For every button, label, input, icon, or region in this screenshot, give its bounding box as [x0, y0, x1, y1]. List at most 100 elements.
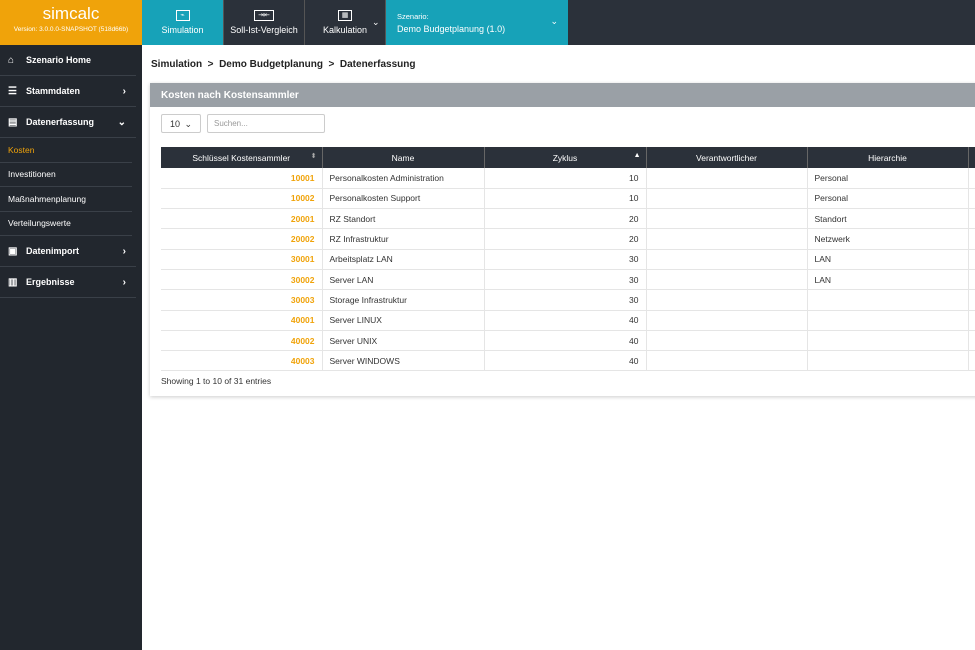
table-row[interactable]: 40001 Server LINUX 40: [161, 310, 975, 331]
cell-name: Server UNIX: [322, 330, 485, 352]
cell-verantwortlicher: [646, 188, 808, 210]
search-input[interactable]: Suchen...: [207, 114, 325, 133]
sidebar-item-label: Ergebnisse: [26, 277, 75, 287]
cell-verantwortlicher: [646, 350, 808, 372]
col-name[interactable]: Name: [322, 147, 485, 168]
chevron-down-icon: ⌄: [372, 17, 380, 27]
cell-key[interactable]: 10001: [161, 168, 323, 189]
table-row[interactable]: 30002 Server LAN 30 LAN: [161, 269, 975, 291]
sidebar-item-datenimport[interactable]: ▣ Datenimport ›: [0, 236, 136, 267]
cell-verantwortlicher: [646, 208, 808, 230]
sidebar-sub-investitionen[interactable]: Investitionen: [0, 163, 132, 187]
table-row[interactable]: 30003 Storage Infrastruktur 30: [161, 289, 975, 311]
nav-simulation[interactable]: ⌁ Simulation: [142, 0, 224, 45]
cell-name: RZ Infrastruktur: [322, 228, 485, 250]
nav-soll-ist-vergleich[interactable]: ⇥⇤ Soll-Ist-Vergleich: [224, 0, 305, 45]
cell-key[interactable]: 10002: [161, 188, 323, 210]
cell-key[interactable]: 40001: [161, 310, 323, 331]
scenario-label: Szenario:: [397, 12, 429, 21]
chevron-down-icon: ⌄: [184, 119, 192, 129]
cell-verantwortlicher: [646, 310, 808, 331]
cell-key[interactable]: 40002: [161, 330, 323, 352]
chevron-right-icon: ›: [122, 85, 126, 97]
sidebar-item-ergebnisse[interactable]: ▥ Ergebnisse ›: [0, 267, 136, 298]
nav-label: Soll-Ist-Vergleich: [230, 25, 298, 35]
table-row[interactable]: 40003 Server WINDOWS 40: [161, 350, 975, 372]
col-verantwortlicher[interactable]: Verantwortlicher: [646, 147, 808, 168]
cell-key[interactable]: 30003: [161, 289, 323, 311]
calculator-icon: ▦: [338, 10, 352, 21]
sidebar-item-stammdaten[interactable]: ☰ Stammdaten ›: [0, 76, 136, 107]
cell-key[interactable]: 30001: [161, 249, 323, 270]
table-row[interactable]: 40002 Server UNIX 40: [161, 330, 975, 352]
cell-name: Personalkosten Administration: [322, 168, 485, 189]
cell-name: Arbeitsplatz LAN: [322, 249, 485, 270]
cell-more: [968, 310, 975, 331]
table-row[interactable]: 30001 Arbeitsplatz LAN 30 LAN: [161, 249, 975, 270]
bar-chart-icon: ▥: [8, 276, 18, 288]
nav-label: Kalkulation: [322, 25, 368, 35]
cell-more: [968, 269, 975, 291]
logo[interactable]: simcalc Version: 3.0.0.0-SNAPSHOT (518d6…: [0, 0, 142, 45]
header-label: Hierarchie: [868, 152, 907, 163]
cell-hierarchie: [807, 350, 969, 372]
col-zyklus[interactable]: Zyklus ▲: [484, 147, 647, 168]
cell-hierarchie: Netzwerk: [807, 228, 969, 250]
cell-key[interactable]: 30002: [161, 269, 323, 291]
top-navbar: simcalc Version: 3.0.0.0-SNAPSHOT (518d6…: [0, 0, 975, 45]
cell-name: Personalkosten Support: [322, 188, 485, 210]
table-row[interactable]: 20001 RZ Standort 20 Standort: [161, 208, 975, 230]
cell-key[interactable]: 20002: [161, 228, 323, 250]
table-row[interactable]: 10001 Personalkosten Administration 10 Pers…: [161, 168, 975, 189]
document-icon: ▤: [8, 116, 18, 128]
app-name: simcalc: [42, 4, 100, 23]
header-label: Zyklus: [552, 152, 578, 163]
cell-more: [968, 228, 975, 250]
cell-key[interactable]: 40003: [161, 350, 323, 372]
import-icon: ▣: [8, 245, 18, 257]
cell-name: RZ Standort: [322, 208, 485, 230]
col-schluessel[interactable]: Schlüssel Kostensammler ⬍: [161, 147, 323, 168]
cell-zyklus: 20: [484, 228, 647, 250]
cell-name: Storage Infrastruktur: [322, 289, 485, 311]
sidebar-sub-massnahmenplanung[interactable]: Maßnahmenplanung: [0, 187, 132, 212]
col-hierarchie[interactable]: Hierarchie: [807, 147, 969, 168]
cell-more: [968, 249, 975, 270]
cell-zyklus: 30: [484, 289, 647, 311]
sidebar-item-label: Datenerfassung: [26, 117, 95, 127]
scenario-dropdown[interactable]: Szenario: Demo Budgetplanung (1.0) ⌄: [386, 0, 568, 45]
compare-icon: ⇥⇤: [254, 10, 274, 21]
cell-verantwortlicher: [646, 269, 808, 291]
cell-zyklus: 30: [484, 249, 647, 270]
cell-hierarchie: Personal: [807, 188, 969, 210]
cell-key[interactable]: 20001: [161, 208, 323, 230]
header-label: Schlüssel Kostensammler: [192, 152, 291, 163]
cell-zyklus: 30: [484, 269, 647, 291]
app-version: Version: 3.0.0.0-SNAPSHOT (518d66b): [13, 26, 129, 33]
sidebar-item-datenerfassung[interactable]: ▤ Datenerfassung ⌄: [0, 107, 136, 138]
cell-name: Server LINUX: [322, 310, 485, 331]
sidebar-sub-kosten[interactable]: Kosten: [0, 138, 132, 163]
cell-hierarchie: [807, 310, 969, 331]
sidebar-item-szenario-home[interactable]: ⌂ Szenario Home: [0, 45, 136, 76]
cell-zyklus: 40: [484, 310, 647, 331]
cell-hierarchie: Personal: [807, 168, 969, 189]
header-label: Name: [391, 152, 415, 163]
home-icon: ⌂: [8, 54, 15, 66]
cell-zyklus: 10: [484, 168, 647, 189]
sort-icon: ⬍: [310, 153, 317, 160]
sidebar-item-label: Datenimport: [26, 246, 80, 256]
kosten-card: Kosten nach Kostensammler 10 ⌄ Suchen... …: [150, 83, 975, 396]
table-row[interactable]: 10002 Personalkosten Support 10 Personal: [161, 188, 975, 210]
cell-more: [968, 168, 975, 189]
nav-kalkulation[interactable]: ▦ Kalkulation ⌄: [305, 0, 386, 45]
main-content: Simulation > Demo Budgetplanung > Datene…: [142, 45, 975, 650]
cell-name: Server LAN: [322, 269, 485, 291]
cell-hierarchie: Standort: [807, 208, 969, 230]
page-size-select[interactable]: 10 ⌄: [161, 114, 201, 133]
sidebar-sub-verteilungswerte[interactable]: Verteilungswerte: [0, 212, 132, 236]
chevron-down-icon: ⌄: [550, 16, 558, 26]
table-row[interactable]: 20002 RZ Infrastruktur 20 Netzwerk: [161, 228, 975, 250]
breadcrumb: Simulation > Demo Budgetplanung > Datene…: [151, 59, 416, 70]
sort-asc-icon: ▲: [633, 152, 641, 159]
